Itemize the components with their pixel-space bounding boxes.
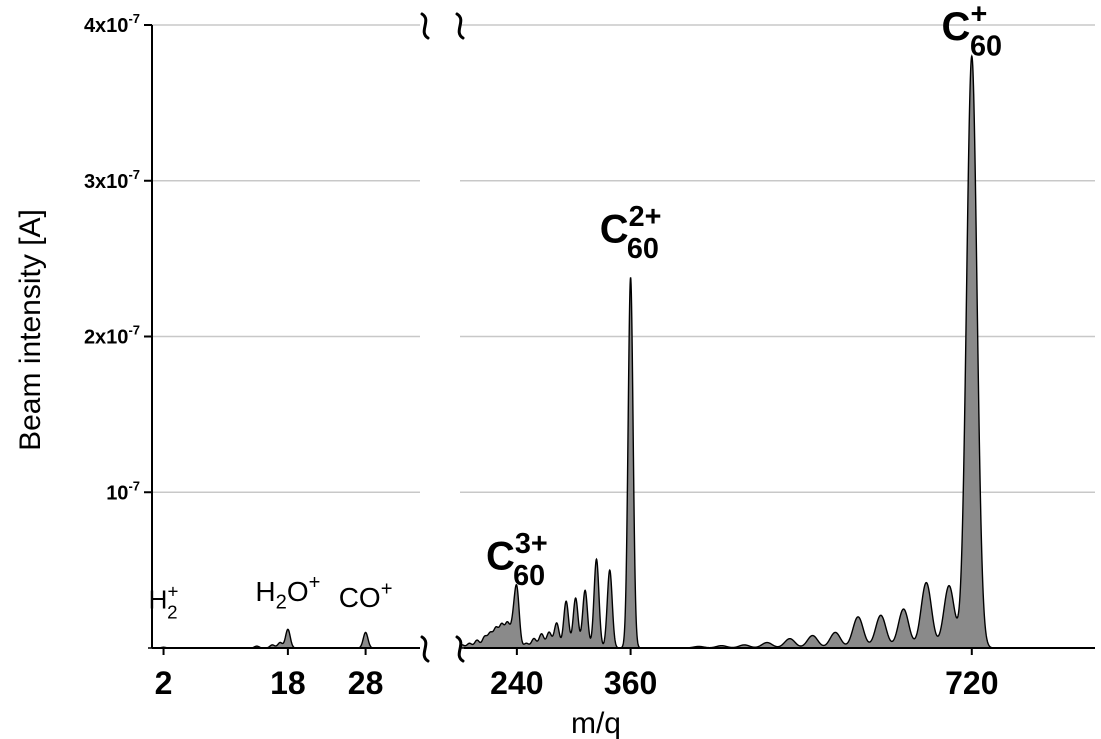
x-axis-title: m/q: [571, 707, 621, 739]
axis-break-marks: [420, 12, 465, 663]
x-tick-label: 240: [490, 665, 543, 701]
x-tick-label: 28: [348, 665, 384, 701]
ion-label-c60-1: C+ 60: [942, 0, 1002, 62]
spectrum-high-mass: [459, 54, 1095, 649]
ion-labels: H+ 2 H2O+ CO+ C3+ 60 C2+ 60 C+ 60: [149, 0, 1002, 623]
grid-lines: [152, 24, 1095, 493]
ion-label-co: CO+: [339, 578, 393, 613]
ion-label-h2: H+ 2: [149, 581, 179, 623]
x-tick-label: 720: [945, 665, 998, 701]
y-tick-label: 10-7: [106, 478, 140, 504]
axis-break-mark: [455, 635, 465, 663]
y-tick-label: 4x10-7: [84, 11, 140, 37]
x-tick-label: 360: [604, 665, 657, 701]
x-tick-label: 2: [155, 665, 173, 701]
axis-break-mark: [420, 12, 430, 40]
spectrum-low-mass: [148, 628, 420, 649]
axis-break-mark: [420, 635, 430, 663]
spectrum-area: [148, 54, 1095, 649]
y-tick-label: 2x10-7: [84, 323, 140, 349]
ion-label-c60-3: C3+ 60: [486, 528, 548, 592]
axes: 10-7 2x10-7 3x10-7 4x10-7 2 18 28 240 360 720: [84, 11, 1095, 701]
y-axis-title: Beam intensity [A]: [14, 209, 47, 451]
x-tick-label: 18: [270, 665, 306, 701]
axis-break-mark: [455, 12, 465, 40]
y-tick-label: 3x10-7: [84, 167, 140, 193]
ion-label-c60-2: C2+ 60: [600, 201, 662, 265]
ion-label-h2o: H2O+: [255, 572, 320, 614]
